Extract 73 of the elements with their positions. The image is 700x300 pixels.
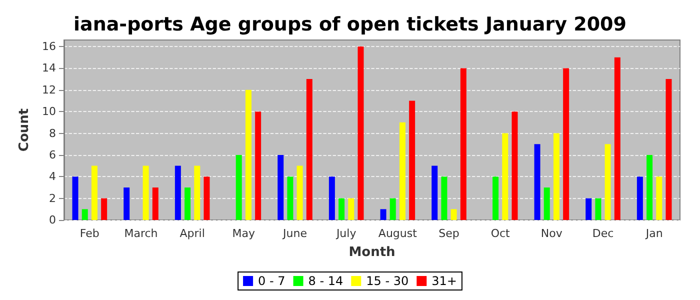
bar — [614, 57, 620, 220]
bar — [287, 176, 294, 220]
x-tick-label: Oct — [490, 227, 511, 240]
bar — [306, 79, 312, 220]
bar — [255, 112, 262, 220]
y-tick-label: 8 — [49, 126, 56, 140]
x-tick-label: May — [232, 227, 256, 240]
bar — [553, 133, 560, 220]
bar — [278, 154, 284, 220]
x-tick-label: Feb — [80, 227, 100, 240]
x-tick-label: Jan — [644, 227, 663, 240]
bar — [358, 46, 364, 220]
bar — [91, 166, 98, 220]
bar — [174, 166, 181, 220]
bar — [586, 198, 592, 220]
x-tick-label: Dec — [592, 227, 614, 240]
bar — [656, 176, 662, 220]
y-axis-title: Count — [17, 108, 32, 152]
bar — [666, 79, 672, 220]
chart-title: iana-ports Age groups of open tickets January 2009 — [74, 14, 626, 36]
bar — [390, 198, 396, 220]
bar — [72, 176, 78, 220]
bar — [544, 187, 550, 220]
y-tick-label: 6 — [49, 148, 56, 162]
bar — [82, 209, 88, 220]
x-tick-label: August — [378, 227, 418, 240]
bar — [534, 144, 540, 220]
y-tick-label: 0 — [49, 214, 56, 226]
bar — [124, 187, 130, 220]
legend-label: 15 - 30 — [366, 274, 409, 288]
legend-label: 8 - 14 — [308, 274, 344, 288]
bar — [184, 187, 191, 220]
bar — [236, 154, 242, 220]
bar — [636, 176, 643, 220]
legend-label: 31+ — [432, 274, 457, 288]
bar — [492, 176, 499, 220]
x-axis-title: Month — [348, 245, 396, 260]
bar — [348, 198, 354, 220]
bar — [328, 176, 335, 220]
bar — [245, 90, 252, 220]
bar — [432, 166, 438, 220]
x-tick-label: June — [282, 227, 308, 240]
bar — [646, 154, 653, 220]
x-tick-label: Nov — [540, 227, 563, 240]
y-tick-label: 4 — [49, 170, 56, 184]
y-tick-label: 12 — [42, 83, 56, 96]
bar — [204, 176, 210, 220]
bar — [338, 198, 345, 220]
x-tick-label: April — [180, 227, 205, 240]
bar — [142, 166, 149, 220]
bar — [194, 166, 200, 220]
bar — [380, 209, 386, 220]
bar — [512, 112, 518, 220]
x-tick-label: Sep — [438, 227, 460, 240]
bar — [563, 68, 570, 220]
bar — [409, 100, 416, 220]
x-tick-label: July — [335, 227, 357, 240]
bar — [399, 122, 406, 220]
bar — [441, 176, 448, 220]
bar — [450, 209, 457, 220]
y-tick-label: 16 — [42, 40, 56, 54]
bar — [296, 166, 303, 220]
bar — [502, 133, 508, 220]
bar — [101, 198, 108, 220]
bar — [152, 187, 158, 220]
bar — [460, 68, 466, 220]
y-tick-label: 2 — [49, 192, 56, 205]
y-tick-label: 14 — [42, 62, 56, 75]
bar — [595, 198, 602, 220]
legend-label: 0 - 7 — [258, 274, 286, 288]
bar — [604, 144, 611, 220]
x-tick-label: March — [124, 227, 158, 240]
y-tick-label: 10 — [42, 105, 56, 118]
